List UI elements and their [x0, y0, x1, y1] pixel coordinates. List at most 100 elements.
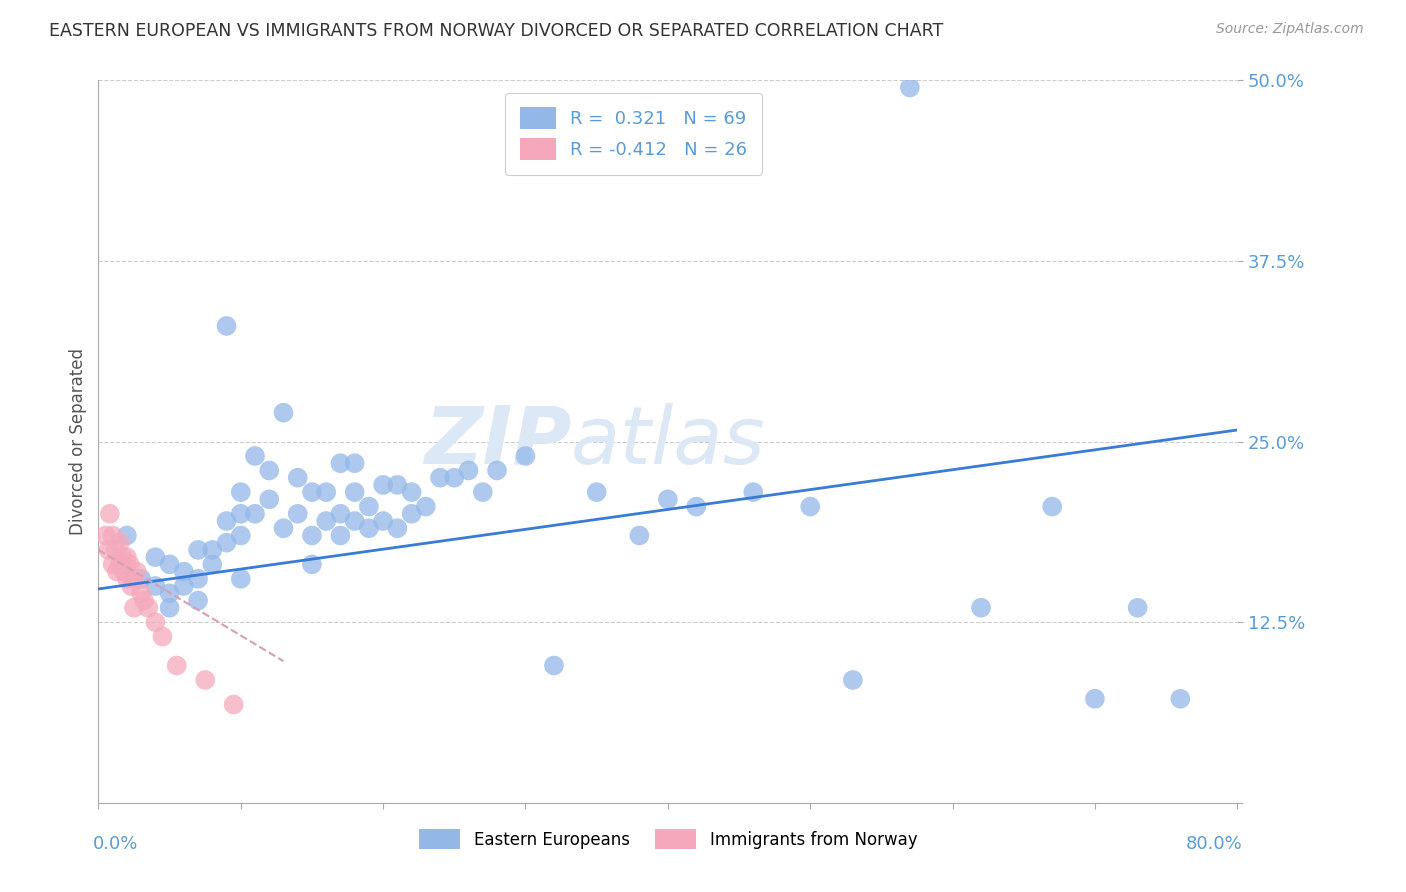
Point: [187, 593, 209, 607]
Point: [343, 514, 366, 528]
Point: [259, 492, 281, 507]
Point: [628, 528, 651, 542]
Point: [112, 565, 135, 579]
Point: [287, 507, 309, 521]
Point: [842, 673, 865, 687]
Point: [315, 485, 337, 500]
Point: [187, 572, 209, 586]
Point: [97, 542, 120, 557]
Point: [543, 658, 565, 673]
Point: [125, 565, 148, 579]
Point: [742, 485, 765, 500]
Point: [401, 507, 423, 521]
Text: Source: ZipAtlas.com: Source: ZipAtlas.com: [1216, 22, 1364, 37]
Point: [122, 600, 145, 615]
Point: [301, 528, 323, 542]
Point: [243, 507, 266, 521]
Point: [685, 500, 707, 514]
Point: [229, 572, 252, 586]
Point: [415, 500, 437, 514]
Point: [387, 521, 409, 535]
Point: [136, 600, 159, 615]
Point: [159, 600, 181, 615]
Point: [215, 318, 238, 333]
Point: [129, 586, 152, 600]
Point: [166, 658, 188, 673]
Point: [486, 463, 509, 477]
Point: [115, 528, 138, 542]
Text: atlas: atlas: [571, 402, 766, 481]
Point: [215, 514, 238, 528]
Point: [229, 485, 252, 500]
Point: [1040, 500, 1063, 514]
Point: [387, 478, 409, 492]
Point: [173, 579, 195, 593]
Point: [222, 698, 245, 712]
Point: [1126, 600, 1149, 615]
Point: [115, 572, 138, 586]
Point: [145, 579, 167, 593]
Point: [301, 558, 323, 572]
Point: [115, 550, 138, 565]
Point: [101, 558, 124, 572]
Point: [229, 507, 252, 521]
Point: [229, 528, 252, 542]
Point: [108, 558, 131, 572]
Point: [132, 593, 155, 607]
Point: [1170, 691, 1192, 706]
Point: [657, 492, 679, 507]
Text: 80.0%: 80.0%: [1187, 835, 1243, 854]
Point: [243, 449, 266, 463]
Point: [301, 485, 323, 500]
Point: [373, 514, 395, 528]
Point: [515, 449, 537, 463]
Point: [108, 535, 131, 549]
Point: [898, 80, 921, 95]
Point: [970, 600, 993, 615]
Point: [105, 565, 128, 579]
Point: [104, 542, 127, 557]
Point: [471, 485, 494, 500]
Point: [152, 630, 174, 644]
Point: [159, 558, 181, 572]
Point: [401, 485, 423, 500]
Point: [120, 579, 142, 593]
Point: [429, 470, 451, 484]
Point: [129, 572, 152, 586]
Point: [373, 478, 395, 492]
Point: [145, 615, 167, 630]
Point: [101, 528, 124, 542]
Point: [329, 528, 352, 542]
Point: [94, 528, 117, 542]
Point: [799, 500, 821, 514]
Point: [287, 470, 309, 484]
Point: [315, 514, 337, 528]
Point: [159, 586, 181, 600]
Point: [443, 470, 465, 484]
Point: [585, 485, 607, 500]
Point: [98, 507, 121, 521]
Point: [329, 456, 352, 470]
Point: [343, 485, 366, 500]
Point: [273, 521, 295, 535]
Y-axis label: Divorced or Separated: Divorced or Separated: [69, 348, 87, 535]
Point: [145, 550, 167, 565]
Point: [357, 500, 380, 514]
Point: [122, 572, 145, 586]
Text: ZIP: ZIP: [423, 402, 571, 481]
Point: [357, 521, 380, 535]
Point: [201, 558, 224, 572]
Text: 0.0%: 0.0%: [93, 835, 138, 854]
Point: [457, 463, 479, 477]
Point: [194, 673, 217, 687]
Point: [118, 558, 141, 572]
Point: [201, 542, 224, 557]
Point: [259, 463, 281, 477]
Point: [273, 406, 295, 420]
Point: [1084, 691, 1107, 706]
Point: [329, 507, 352, 521]
Point: [173, 565, 195, 579]
Point: [343, 456, 366, 470]
Text: EASTERN EUROPEAN VS IMMIGRANTS FROM NORWAY DIVORCED OR SEPARATED CORRELATION CHA: EASTERN EUROPEAN VS IMMIGRANTS FROM NORW…: [49, 22, 943, 40]
Point: [187, 542, 209, 557]
